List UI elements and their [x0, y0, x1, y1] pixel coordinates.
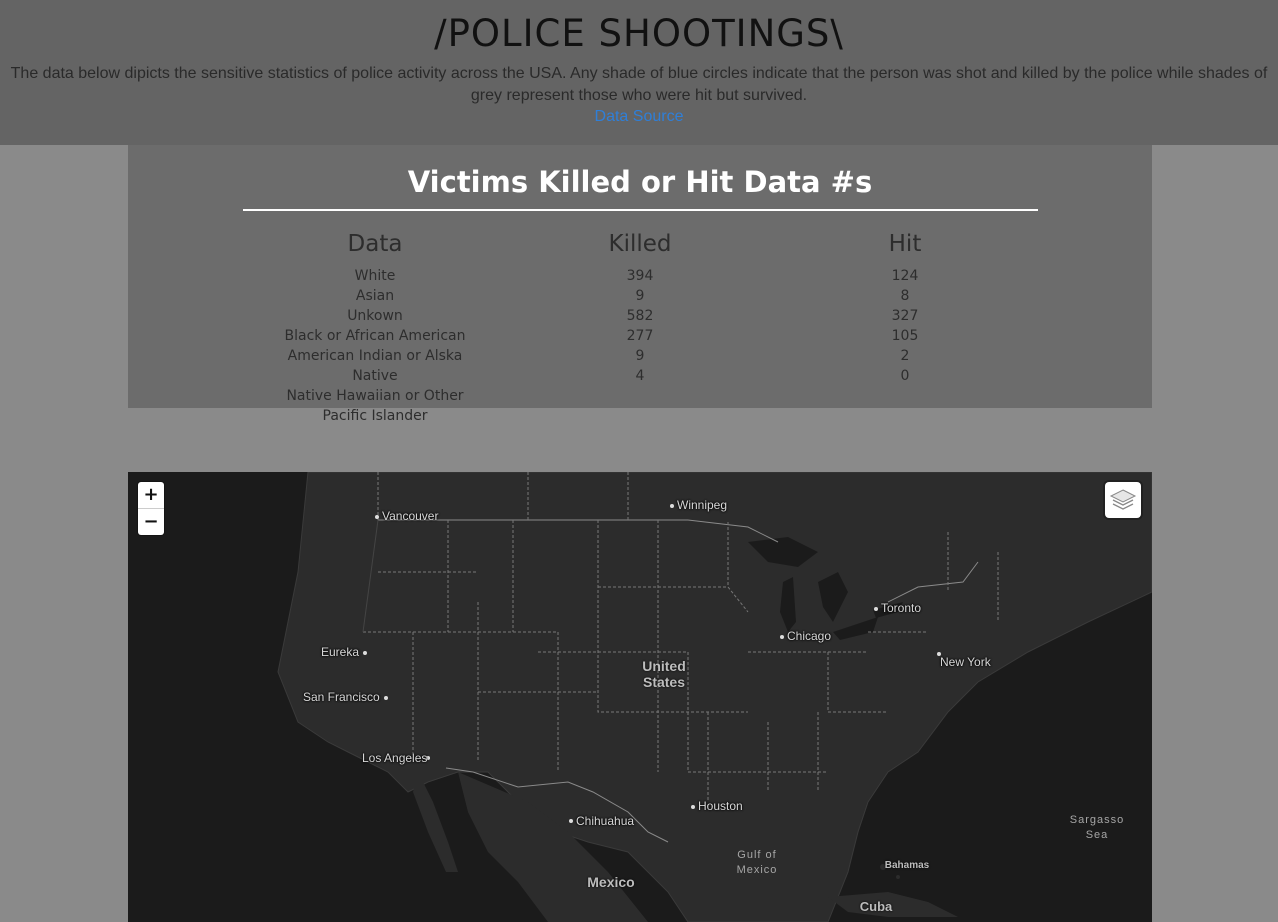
sea-label: Gulf of Mexico [736, 849, 778, 876]
hit-value: 8 [900, 288, 910, 304]
country-label: Bahamas [884, 860, 930, 871]
row-label: Asian [355, 288, 395, 304]
stats-panel: Victims Killed or Hit Data #s Data White… [128, 145, 1152, 424]
site-title: /POLICE SHOOTINGS\ [434, 12, 844, 55]
hit-value: 327 [891, 308, 919, 324]
city-label[interactable]: Eureka [321, 645, 360, 659]
hit-header: Hit [888, 231, 922, 257]
killed-value: 394 [626, 268, 654, 284]
city-dot [874, 607, 878, 611]
data-column: Data White Asian Unkown Black or African… [270, 230, 480, 426]
city-dot [363, 651, 367, 655]
city-label[interactable]: Chihuahua [576, 814, 635, 828]
page-header: /POLICE SHOOTINGS\ The data below dipict… [0, 0, 1278, 145]
city-label[interactable]: Houston [698, 799, 743, 813]
sea-label: Sargasso Sea [1069, 814, 1125, 841]
intro-text: The data below dipicts the sensitive sta… [10, 65, 1268, 104]
zoom-in-button[interactable]: + [138, 482, 164, 509]
city-dot [780, 635, 784, 639]
layers-icon [1109, 489, 1137, 510]
stats-title: Victims Killed or Hit Data #s [407, 165, 873, 199]
city-label[interactable]: Chicago [787, 629, 832, 643]
city-dot [691, 805, 695, 809]
zoom-out-button[interactable]: − [138, 509, 164, 535]
layers-button[interactable] [1105, 482, 1141, 518]
city-dot [426, 756, 430, 760]
country-label: United States [642, 658, 686, 690]
row-label: Unkown [347, 308, 403, 324]
city-dot [384, 696, 388, 700]
city-label[interactable]: Los Angeles [362, 751, 428, 765]
killed-value: 4 [635, 368, 645, 384]
map-view[interactable]: + − Vancouver Winnipeg Toronto Chicago E… [128, 472, 1152, 922]
title-divider [243, 209, 1038, 211]
killed-value: 9 [635, 348, 645, 364]
killed-value: 582 [626, 308, 654, 324]
hit-value: 0 [900, 368, 910, 384]
hit-column: Hit 124 8 327 105 2 0 [805, 230, 1005, 386]
row-label: Native Hawaiian or Other Pacific Islande… [286, 388, 464, 424]
city-label[interactable]: Toronto [881, 601, 922, 615]
killed-column: Killed 394 9 582 277 9 4 [540, 230, 740, 386]
country-label: Mexico [587, 874, 635, 890]
city-label[interactable]: Vancouver [382, 509, 439, 523]
city-dot [937, 652, 941, 656]
city-dot [569, 819, 573, 823]
country-label: Cuba [859, 899, 893, 914]
killed-value: 9 [635, 288, 645, 304]
data-header: Data [347, 231, 403, 257]
row-label: White [354, 268, 396, 284]
city-label[interactable]: Winnipeg [677, 498, 728, 512]
row-label: American Indian or Alska Native [287, 348, 463, 384]
city-dot [670, 504, 674, 508]
data-source-link[interactable]: Data Source [594, 108, 684, 125]
killed-header: Killed [608, 231, 672, 257]
map-basemap [128, 472, 1152, 922]
hit-value: 105 [891, 328, 919, 344]
hit-value: 124 [891, 268, 919, 284]
hit-value: 2 [900, 348, 910, 364]
killed-value: 277 [626, 328, 654, 344]
row-label: Black or African American [284, 328, 466, 344]
city-label[interactable]: New York [940, 655, 991, 669]
city-label[interactable]: San Francisco [303, 690, 380, 704]
city-dot [375, 515, 379, 519]
